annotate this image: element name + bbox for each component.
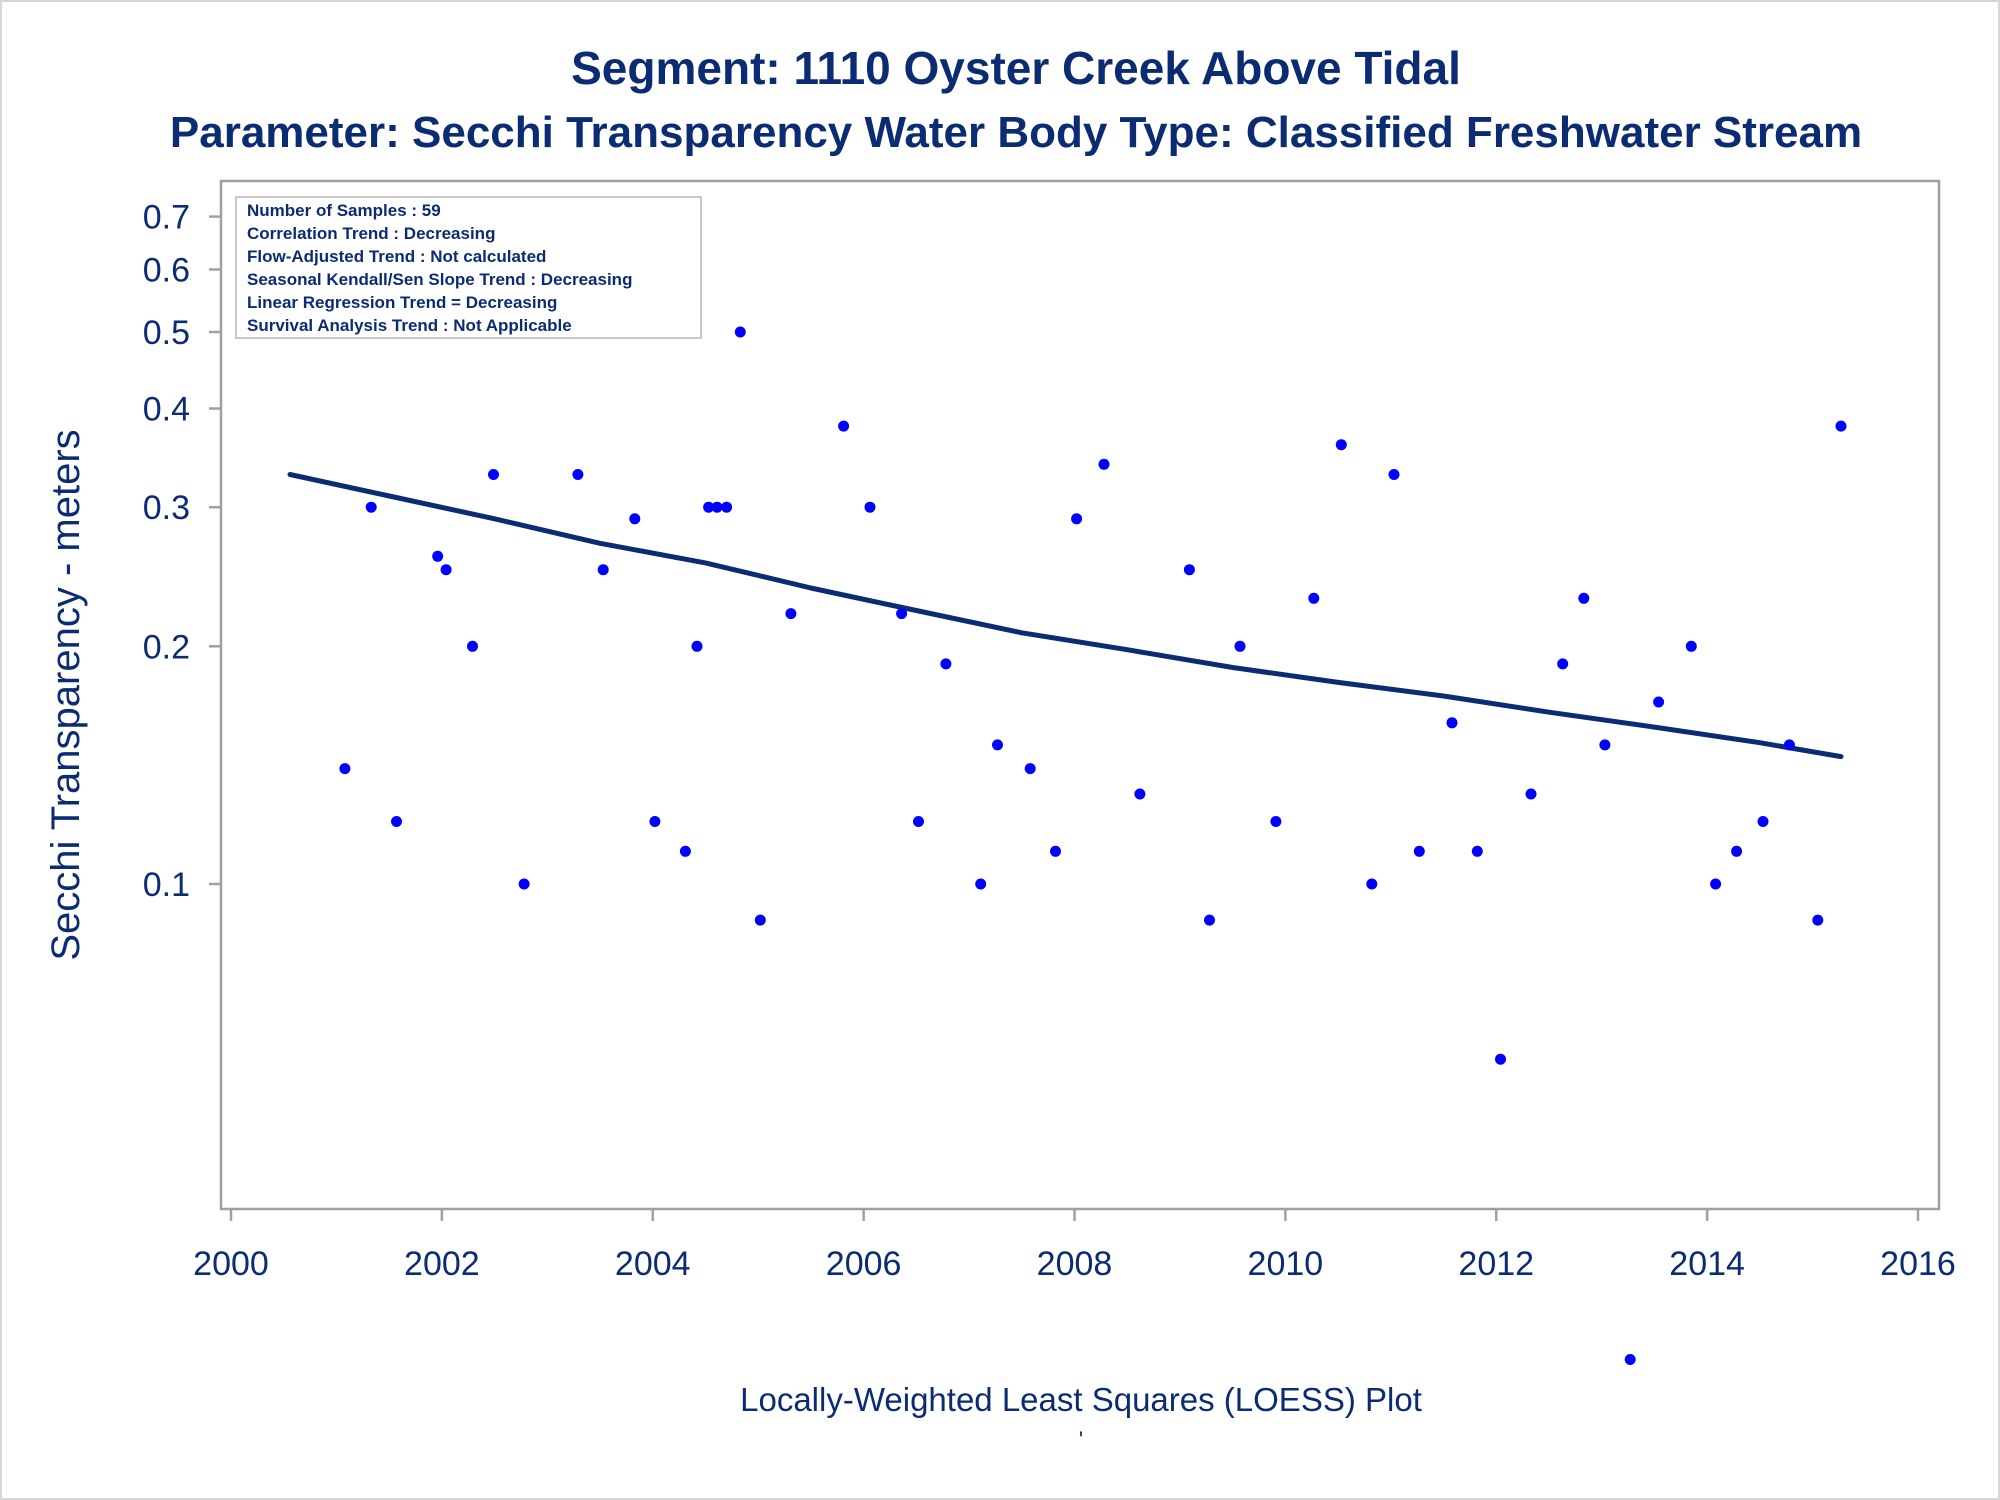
data-point <box>711 501 723 513</box>
data-point <box>518 878 530 890</box>
y-tick-label: 0.3 <box>143 489 190 527</box>
x-axis-label: Locally-Weighted Least Squares (LOESS) P… <box>740 1381 1422 1418</box>
data-point <box>1653 696 1665 708</box>
data-point <box>1471 845 1483 857</box>
data-point <box>1685 640 1697 652</box>
data-point <box>1071 513 1083 525</box>
data-point <box>1710 878 1722 890</box>
stats-annotation-box: Number of Samples : 59 Correlation Trend… <box>235 196 702 339</box>
data-point <box>754 914 766 926</box>
data-point <box>940 658 952 670</box>
x-tick-label: 2010 <box>1248 1245 1324 1283</box>
data-point <box>1835 420 1847 432</box>
y-axis: 0.1 0.2 0.3 0.4 0.5 0.6 0.7 <box>143 199 221 904</box>
loess-trend <box>287 472 1844 760</box>
y-tick-label: 0.7 <box>143 199 190 237</box>
data-points <box>284 196 1847 1365</box>
y-tick-label: 0.1 <box>143 866 190 904</box>
x-tick-label: 2008 <box>1037 1245 1113 1283</box>
footnote-mark: ' <box>1079 1427 1083 1452</box>
data-point <box>1183 564 1195 576</box>
data-point <box>1134 788 1146 800</box>
data-point <box>1525 788 1537 800</box>
data-point <box>1578 592 1590 604</box>
data-point <box>992 739 1003 751</box>
data-point <box>1731 845 1743 857</box>
x-tick-label: 2000 <box>193 1245 269 1283</box>
data-point <box>1204 914 1215 926</box>
trend-line <box>287 472 1844 760</box>
data-point <box>1270 816 1282 827</box>
data-point <box>1366 878 1378 890</box>
data-point <box>703 501 715 513</box>
stats-box-border <box>235 196 702 339</box>
stat-flow-adjusted-trend: Flow-Adjusted Trend : Not calculated <box>247 247 546 266</box>
data-point <box>629 513 641 525</box>
y-axis-label: Secchi Transparency - meters <box>44 429 88 960</box>
data-point <box>691 640 703 652</box>
data-point <box>391 816 402 827</box>
data-point <box>1446 717 1458 729</box>
data-point <box>1234 640 1246 652</box>
data-point <box>1624 1354 1636 1365</box>
data-point <box>1388 469 1400 480</box>
data-point <box>734 326 746 338</box>
data-point <box>838 420 850 432</box>
x-tick-label: 2004 <box>615 1245 691 1283</box>
data-point <box>1308 592 1320 604</box>
plot-area <box>219 179 1941 1211</box>
data-point <box>1335 439 1347 451</box>
data-point <box>597 564 609 576</box>
data-point <box>488 469 499 480</box>
stat-seasonal-kendall-trend: Seasonal Kendall/Sen Slope Trend : Decre… <box>247 270 632 289</box>
data-point <box>572 469 584 480</box>
data-point <box>365 501 377 513</box>
x-tick-label: 2012 <box>1458 1245 1534 1283</box>
chart-subtitle: Parameter: Secchi Transparency Water Bod… <box>170 108 1862 157</box>
data-point <box>467 640 478 652</box>
data-point <box>975 878 987 890</box>
data-point <box>785 608 797 620</box>
data-point <box>721 501 733 513</box>
data-point <box>440 564 452 576</box>
data-point <box>864 501 876 513</box>
data-point <box>679 845 691 857</box>
x-tick-label: 2002 <box>404 1245 480 1283</box>
y-tick-label: 0.4 <box>143 391 190 429</box>
stat-sample-count: Number of Samples : 59 <box>247 201 441 220</box>
data-point <box>1495 1053 1506 1065</box>
data-point <box>1599 739 1611 751</box>
data-point <box>1098 458 1110 470</box>
data-point <box>1557 658 1569 670</box>
data-point <box>1050 845 1061 857</box>
data-point <box>896 608 908 620</box>
data-point <box>649 816 661 827</box>
x-tick-label: 2006 <box>826 1245 902 1283</box>
y-tick-label: 0.2 <box>143 628 190 666</box>
data-point <box>1812 914 1824 926</box>
x-tick-label: 2016 <box>1880 1245 1956 1283</box>
stat-linear-regression-trend: Linear Regression Trend = Decreasing <box>247 293 557 312</box>
data-point <box>1024 763 1036 775</box>
y-tick-label: 0.6 <box>143 251 190 289</box>
stat-survival-analysis-trend: Survival Analysis Trend : Not Applicable <box>247 316 572 335</box>
data-point <box>432 550 444 562</box>
data-point <box>913 816 924 827</box>
x-axis: 2000 2002 2004 2006 2008 2010 2012 2014 2016 <box>193 1209 1956 1283</box>
data-point <box>339 763 351 775</box>
data-point <box>1783 739 1795 751</box>
chart-title: Segment: 1110 Oyster Creek Above Tidal <box>571 42 1461 94</box>
y-tick-label: 0.5 <box>143 314 190 352</box>
x-tick-label: 2014 <box>1669 1245 1745 1283</box>
data-point <box>1413 845 1425 857</box>
data-point <box>1757 816 1769 827</box>
stat-correlation-trend: Correlation Trend : Decreasing <box>247 224 495 243</box>
